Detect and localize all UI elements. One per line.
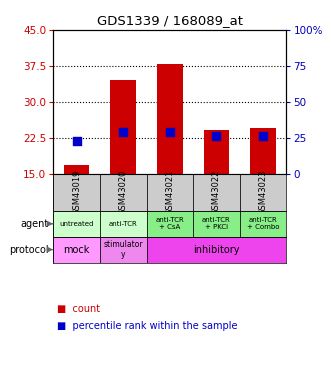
Text: stimulator
y: stimulator y <box>104 240 143 259</box>
Text: ■  percentile rank within the sample: ■ percentile rank within the sample <box>57 321 237 331</box>
Text: GSM43021: GSM43021 <box>165 170 174 215</box>
Bar <box>250 128 276 174</box>
Text: anti-TCR
+ Combo: anti-TCR + Combo <box>247 217 279 230</box>
Bar <box>157 64 182 174</box>
Text: agent: agent <box>20 219 49 229</box>
Bar <box>193 211 240 237</box>
Point <box>167 129 172 135</box>
Title: GDS1339 / 168089_at: GDS1339 / 168089_at <box>97 15 243 27</box>
Text: anti-TCR
+ CsA: anti-TCR + CsA <box>156 217 184 230</box>
Bar <box>240 211 286 237</box>
Bar <box>100 237 147 262</box>
Point <box>74 138 79 144</box>
Text: protocol: protocol <box>9 244 49 255</box>
Text: anti-TCR: anti-TCR <box>109 221 138 227</box>
Point <box>214 133 219 139</box>
Text: ■  count: ■ count <box>57 304 100 314</box>
Text: GSM43023: GSM43023 <box>258 170 268 215</box>
Text: mock: mock <box>63 244 90 255</box>
Bar <box>147 237 286 262</box>
Bar <box>64 165 89 174</box>
Bar <box>53 174 100 211</box>
Bar <box>240 174 286 211</box>
Bar <box>100 174 147 211</box>
Bar <box>147 211 193 237</box>
Text: GSM43020: GSM43020 <box>119 170 128 215</box>
Bar <box>193 174 240 211</box>
Bar <box>204 130 229 174</box>
Point <box>121 129 126 135</box>
Text: GSM43019: GSM43019 <box>72 170 81 215</box>
Text: untreated: untreated <box>59 221 94 227</box>
Point <box>260 133 266 139</box>
Bar <box>100 211 147 237</box>
Bar <box>147 174 193 211</box>
Bar <box>53 237 100 262</box>
Text: anti-TCR
+ PKCi: anti-TCR + PKCi <box>202 217 231 230</box>
Bar <box>53 211 100 237</box>
Text: GSM43022: GSM43022 <box>212 170 221 215</box>
Bar <box>111 80 136 174</box>
Text: inhibitory: inhibitory <box>193 244 240 255</box>
